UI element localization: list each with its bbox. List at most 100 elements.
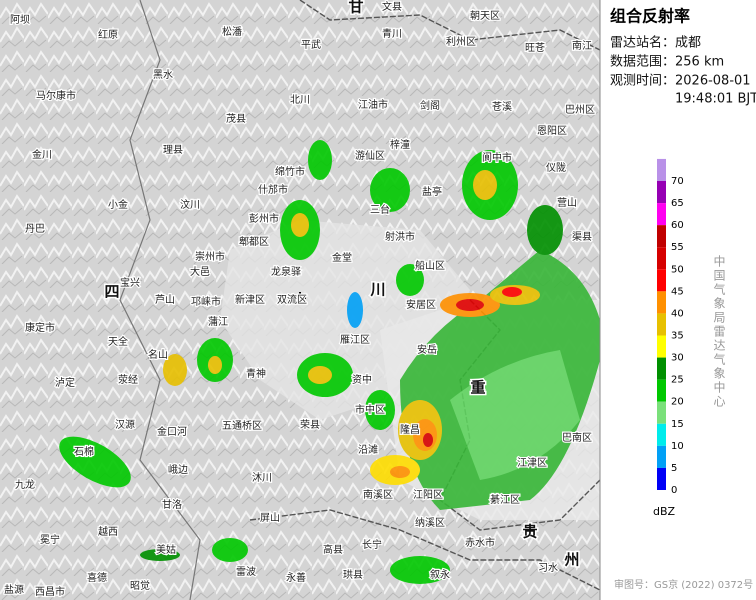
place-label: 綦江区: [490, 493, 520, 506]
time-label: 观测时间：: [610, 74, 675, 89]
legend-swatch: [657, 423, 666, 446]
legend-tick-label: 45: [671, 286, 684, 297]
region-label: 甘: [348, 0, 363, 16]
place-label: 苍溪: [492, 100, 512, 113]
place-label: 金堂: [332, 251, 352, 264]
place-label: 朝天区: [470, 10, 500, 22]
place-label: 沿滩: [358, 443, 378, 456]
credit: 中国气象局雷达气象中心: [712, 255, 726, 409]
place-label: 甘洛: [162, 498, 182, 511]
approval: 审图号：GS京 (2022) 0372号: [614, 578, 753, 591]
place-label: 剑阁: [420, 99, 440, 112]
place-label: 蒲江: [208, 315, 228, 328]
place-label: 游仙区: [355, 149, 385, 162]
place-label: 马尔康市: [36, 89, 76, 102]
place-label: 阆中市: [482, 151, 512, 164]
place-label: 汶川: [180, 198, 200, 211]
range: 256 km: [675, 55, 724, 70]
legend-tick-label: 40: [671, 308, 684, 319]
place-label: 黑水: [153, 69, 173, 81]
place-label: 泸定: [55, 376, 75, 389]
legend-swatch: [657, 379, 666, 402]
place-label: 小金: [108, 198, 128, 211]
place-label: 梓潼: [390, 138, 410, 151]
legend-tick-label: 50: [671, 264, 684, 275]
place-label: 彭州市: [249, 212, 279, 225]
place-label: 仪陇: [546, 161, 566, 174]
legend-tick-label: 20: [671, 397, 684, 408]
place-label: 江津区: [517, 457, 547, 469]
place-label: 石棉: [74, 445, 94, 458]
place-label: 红原: [98, 28, 118, 41]
place-label: 射洪市: [385, 230, 415, 243]
legend-swatch: [657, 181, 666, 204]
station: 成都: [675, 36, 701, 51]
legend-tick-label: 10: [671, 441, 684, 452]
place-label: 金口河: [157, 425, 187, 438]
place-label: 南溪区: [363, 488, 393, 501]
legend-tick-label: 60: [671, 220, 684, 231]
range-label: 数据范围：: [610, 55, 675, 70]
place-label: 北川: [290, 94, 310, 106]
place-label: 越西: [98, 525, 118, 538]
place-label: 崇州市: [195, 250, 225, 263]
place-label: 龙泉驿: [271, 265, 301, 278]
place-label: 渠县: [572, 231, 592, 243]
legend-swatch: [657, 247, 666, 270]
place-label: 沐川: [252, 471, 272, 484]
place-label: 西昌市: [35, 585, 65, 598]
place-label: 江阳区: [413, 489, 443, 501]
place-label: 雷波: [236, 565, 256, 578]
legend-tick-label: 25: [671, 375, 684, 386]
place-label: 盐亭: [422, 185, 442, 198]
legend-tick-label: 70: [671, 176, 684, 187]
place-label: 纳溪区: [415, 516, 445, 529]
place-label: 文县: [382, 0, 402, 13]
place-label: 冕宁: [40, 533, 60, 546]
place-label: 名山: [148, 348, 168, 361]
region-label: 川: [369, 281, 385, 299]
place-label: 阿坝: [10, 14, 30, 26]
place-label: 巴州区: [565, 104, 595, 116]
place-label: 五通桥区: [222, 420, 262, 432]
legend-tick-label: 5: [671, 463, 677, 474]
place-label: 邛崃市: [191, 295, 221, 308]
region-label: 州: [563, 551, 579, 569]
place-label: 绵竹市: [275, 165, 305, 178]
place-label: 金川: [32, 148, 52, 161]
legend-tick-label: 35: [671, 331, 684, 342]
panel-title: 组合反射率: [610, 7, 690, 26]
place-label: 丹巴: [25, 223, 45, 235]
region-label: 重: [470, 379, 485, 397]
place-label: 平武: [301, 38, 321, 51]
place-label: 峨边: [168, 464, 188, 476]
place-label: 美姑: [156, 543, 176, 556]
place-label: 资中: [352, 373, 372, 386]
place-label: 茂县: [226, 112, 246, 125]
place-label: 理县: [163, 144, 183, 156]
place-label: 船山区: [415, 259, 445, 272]
place-label: 雁江区: [340, 334, 370, 346]
place-label: 青神: [246, 367, 266, 380]
place-label: 大邑: [190, 265, 210, 278]
legend-swatch: [657, 335, 666, 358]
legend-tick-label: 55: [671, 242, 684, 253]
place-label: 江油市: [358, 98, 388, 111]
legend-tick-label: 30: [671, 353, 684, 364]
legend-tick-label: 15: [671, 419, 684, 430]
legend-swatch: [657, 203, 666, 226]
place-label: 宝兴: [120, 276, 140, 289]
legend-swatch: [657, 313, 666, 336]
place-label: 长宁: [362, 538, 382, 551]
place-label: 旺苍: [525, 41, 545, 54]
place-label: 巴南区: [562, 431, 592, 444]
legend-swatch: [657, 269, 666, 292]
place-label: 赤水市: [465, 536, 495, 549]
region-label: 贵: [522, 523, 537, 541]
legend-swatch: [657, 225, 666, 248]
place-label: 隆昌: [400, 423, 420, 436]
